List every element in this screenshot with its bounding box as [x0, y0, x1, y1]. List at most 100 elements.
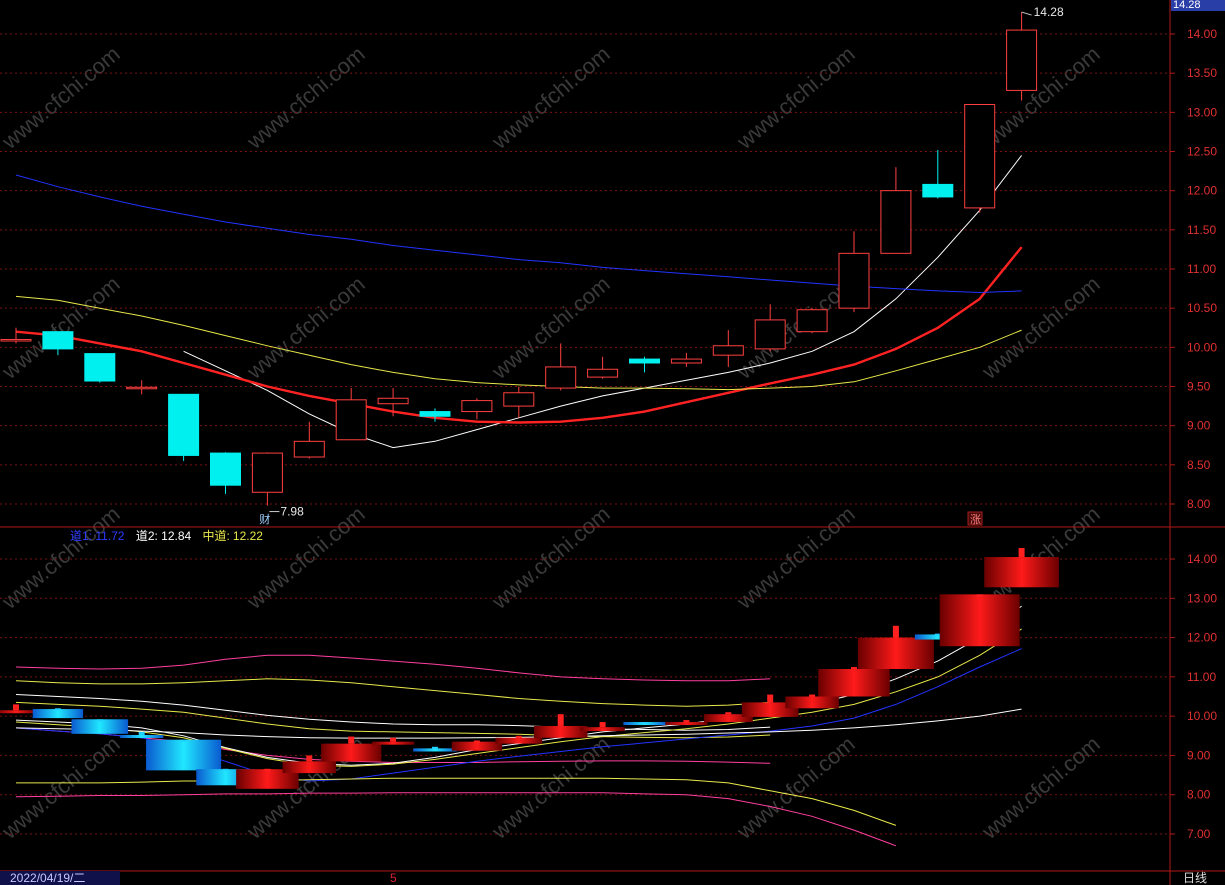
price-box-high	[306, 755, 313, 762]
watermark-layer: www.cfchi.com www.cfchi.com www.cfchi.com w…	[0, 41, 1105, 844]
high-price-pointer	[1021, 11, 1032, 16]
y-tick-label: 13.00	[1187, 591, 1217, 605]
legend-dao1: 道1: 11.72	[70, 529, 125, 543]
main-candles[interactable]	[0, 12, 1038, 506]
candle-body	[964, 104, 996, 209]
price-box-high	[348, 736, 355, 744]
y-tick-label: 12.00	[1187, 631, 1217, 645]
price-box	[495, 737, 543, 744]
price-box	[236, 769, 299, 789]
price-box-high	[473, 740, 480, 743]
candle-body	[796, 309, 828, 333]
price-box-high	[683, 720, 690, 723]
ma-line	[183, 155, 1022, 449]
watermark-text: www.cfchi.com	[0, 501, 125, 614]
candle-body	[210, 452, 241, 486]
price-box-high	[892, 625, 899, 638]
y-tick-label: 10.00	[1187, 340, 1217, 354]
candle-body	[377, 397, 409, 405]
ma-line	[15, 174, 1022, 294]
candle-body	[419, 411, 451, 417]
candle-body	[838, 252, 870, 309]
cursor-date: 2022/04/19/二	[0, 871, 120, 885]
price-box-high	[515, 735, 522, 738]
price-box	[451, 741, 503, 751]
candle-body	[293, 440, 325, 458]
price-box	[914, 634, 961, 640]
candle-body	[880, 190, 912, 254]
price-box	[741, 702, 799, 717]
candle-body	[126, 386, 158, 390]
y-tick-label: 9.00	[1187, 419, 1211, 433]
watermark-text: www.cfchi.com	[241, 271, 369, 384]
candle-body	[629, 358, 660, 364]
candle-body	[84, 353, 116, 382]
ma-line	[15, 295, 1022, 391]
period-label[interactable]: 日线	[1183, 871, 1208, 885]
low-price-label: 7.98	[280, 505, 304, 519]
y-tick-label: 10.00	[1187, 709, 1217, 723]
finance-tag: 财	[259, 512, 270, 526]
price-box-high	[180, 739, 187, 742]
price-box-high	[54, 708, 61, 711]
price-box-high	[934, 633, 941, 636]
watermark-text: www.cfchi.com	[486, 501, 614, 614]
price-box-high	[1018, 548, 1025, 558]
watermark-text: www.cfchi.com	[0, 731, 125, 844]
price-box	[146, 739, 222, 771]
watermark-text: www.cfchi.com	[976, 271, 1104, 384]
price-box-high	[557, 714, 564, 726]
price-box-high	[432, 746, 438, 749]
candle-body	[42, 331, 74, 350]
price-box	[580, 727, 625, 732]
y-tick-label: 11.50	[1187, 223, 1216, 237]
watermark-text: www.cfchi.com	[241, 41, 369, 154]
channel-line	[15, 694, 771, 731]
watermark-text: www.cfchi.com	[486, 41, 614, 154]
candle-body	[587, 368, 619, 378]
watermark-text: www.cfchi.com	[486, 731, 614, 844]
high-price-label: 14.28	[1034, 5, 1064, 19]
price-box	[939, 594, 1020, 647]
legend-dao2: 道2: 12.84	[135, 529, 192, 543]
annotations: 14.28 7.98 财 涨	[259, 5, 1064, 526]
price-box	[785, 696, 839, 709]
channel-line	[15, 654, 771, 682]
price-box-high	[13, 704, 19, 711]
channel-line	[16, 777, 897, 826]
price-box-high	[138, 731, 145, 735]
price-box-high	[222, 768, 229, 771]
y-tick-label: 11.00	[1187, 670, 1216, 684]
price-box-high	[96, 719, 103, 722]
price-box-high	[641, 722, 648, 725]
candle-body	[545, 366, 577, 389]
candle-body	[922, 183, 954, 198]
watermark-text: www.cfchi.com	[731, 41, 859, 154]
channel-line	[15, 701, 771, 739]
y-tick-label: 7.00	[1187, 827, 1211, 841]
sub-price-boxes[interactable]	[0, 548, 1059, 789]
y-tick-label: 14.00	[1187, 552, 1217, 566]
candle-body	[0, 339, 32, 342]
candle-body	[168, 393, 200, 456]
price-box	[857, 637, 934, 669]
month-marker: 5	[390, 871, 397, 885]
y-tick-label: 14.00	[1187, 27, 1217, 41]
price-box	[984, 557, 1059, 588]
price-box-high	[264, 768, 271, 771]
price-box-high	[851, 667, 857, 670]
legend-zhongdao: 中道: 12.22	[202, 529, 263, 543]
watermark-text: www.cfchi.com	[976, 731, 1104, 844]
price-box	[71, 719, 129, 734]
y-tick-label: 12.00	[1187, 184, 1217, 198]
sub-y-axis: 14.00 13.00 12.00 11.00 10.00 9.00 8.00 7.00	[0, 552, 1225, 872]
watermark-text: www.cfchi.com	[0, 41, 125, 154]
channel-line	[15, 792, 897, 847]
watermark-text: www.cfchi.com	[731, 731, 859, 844]
channel-line	[15, 678, 771, 707]
price-box-high	[767, 694, 774, 703]
y-tick-label: 12.50	[1187, 145, 1217, 159]
ma-line	[15, 246, 1023, 424]
